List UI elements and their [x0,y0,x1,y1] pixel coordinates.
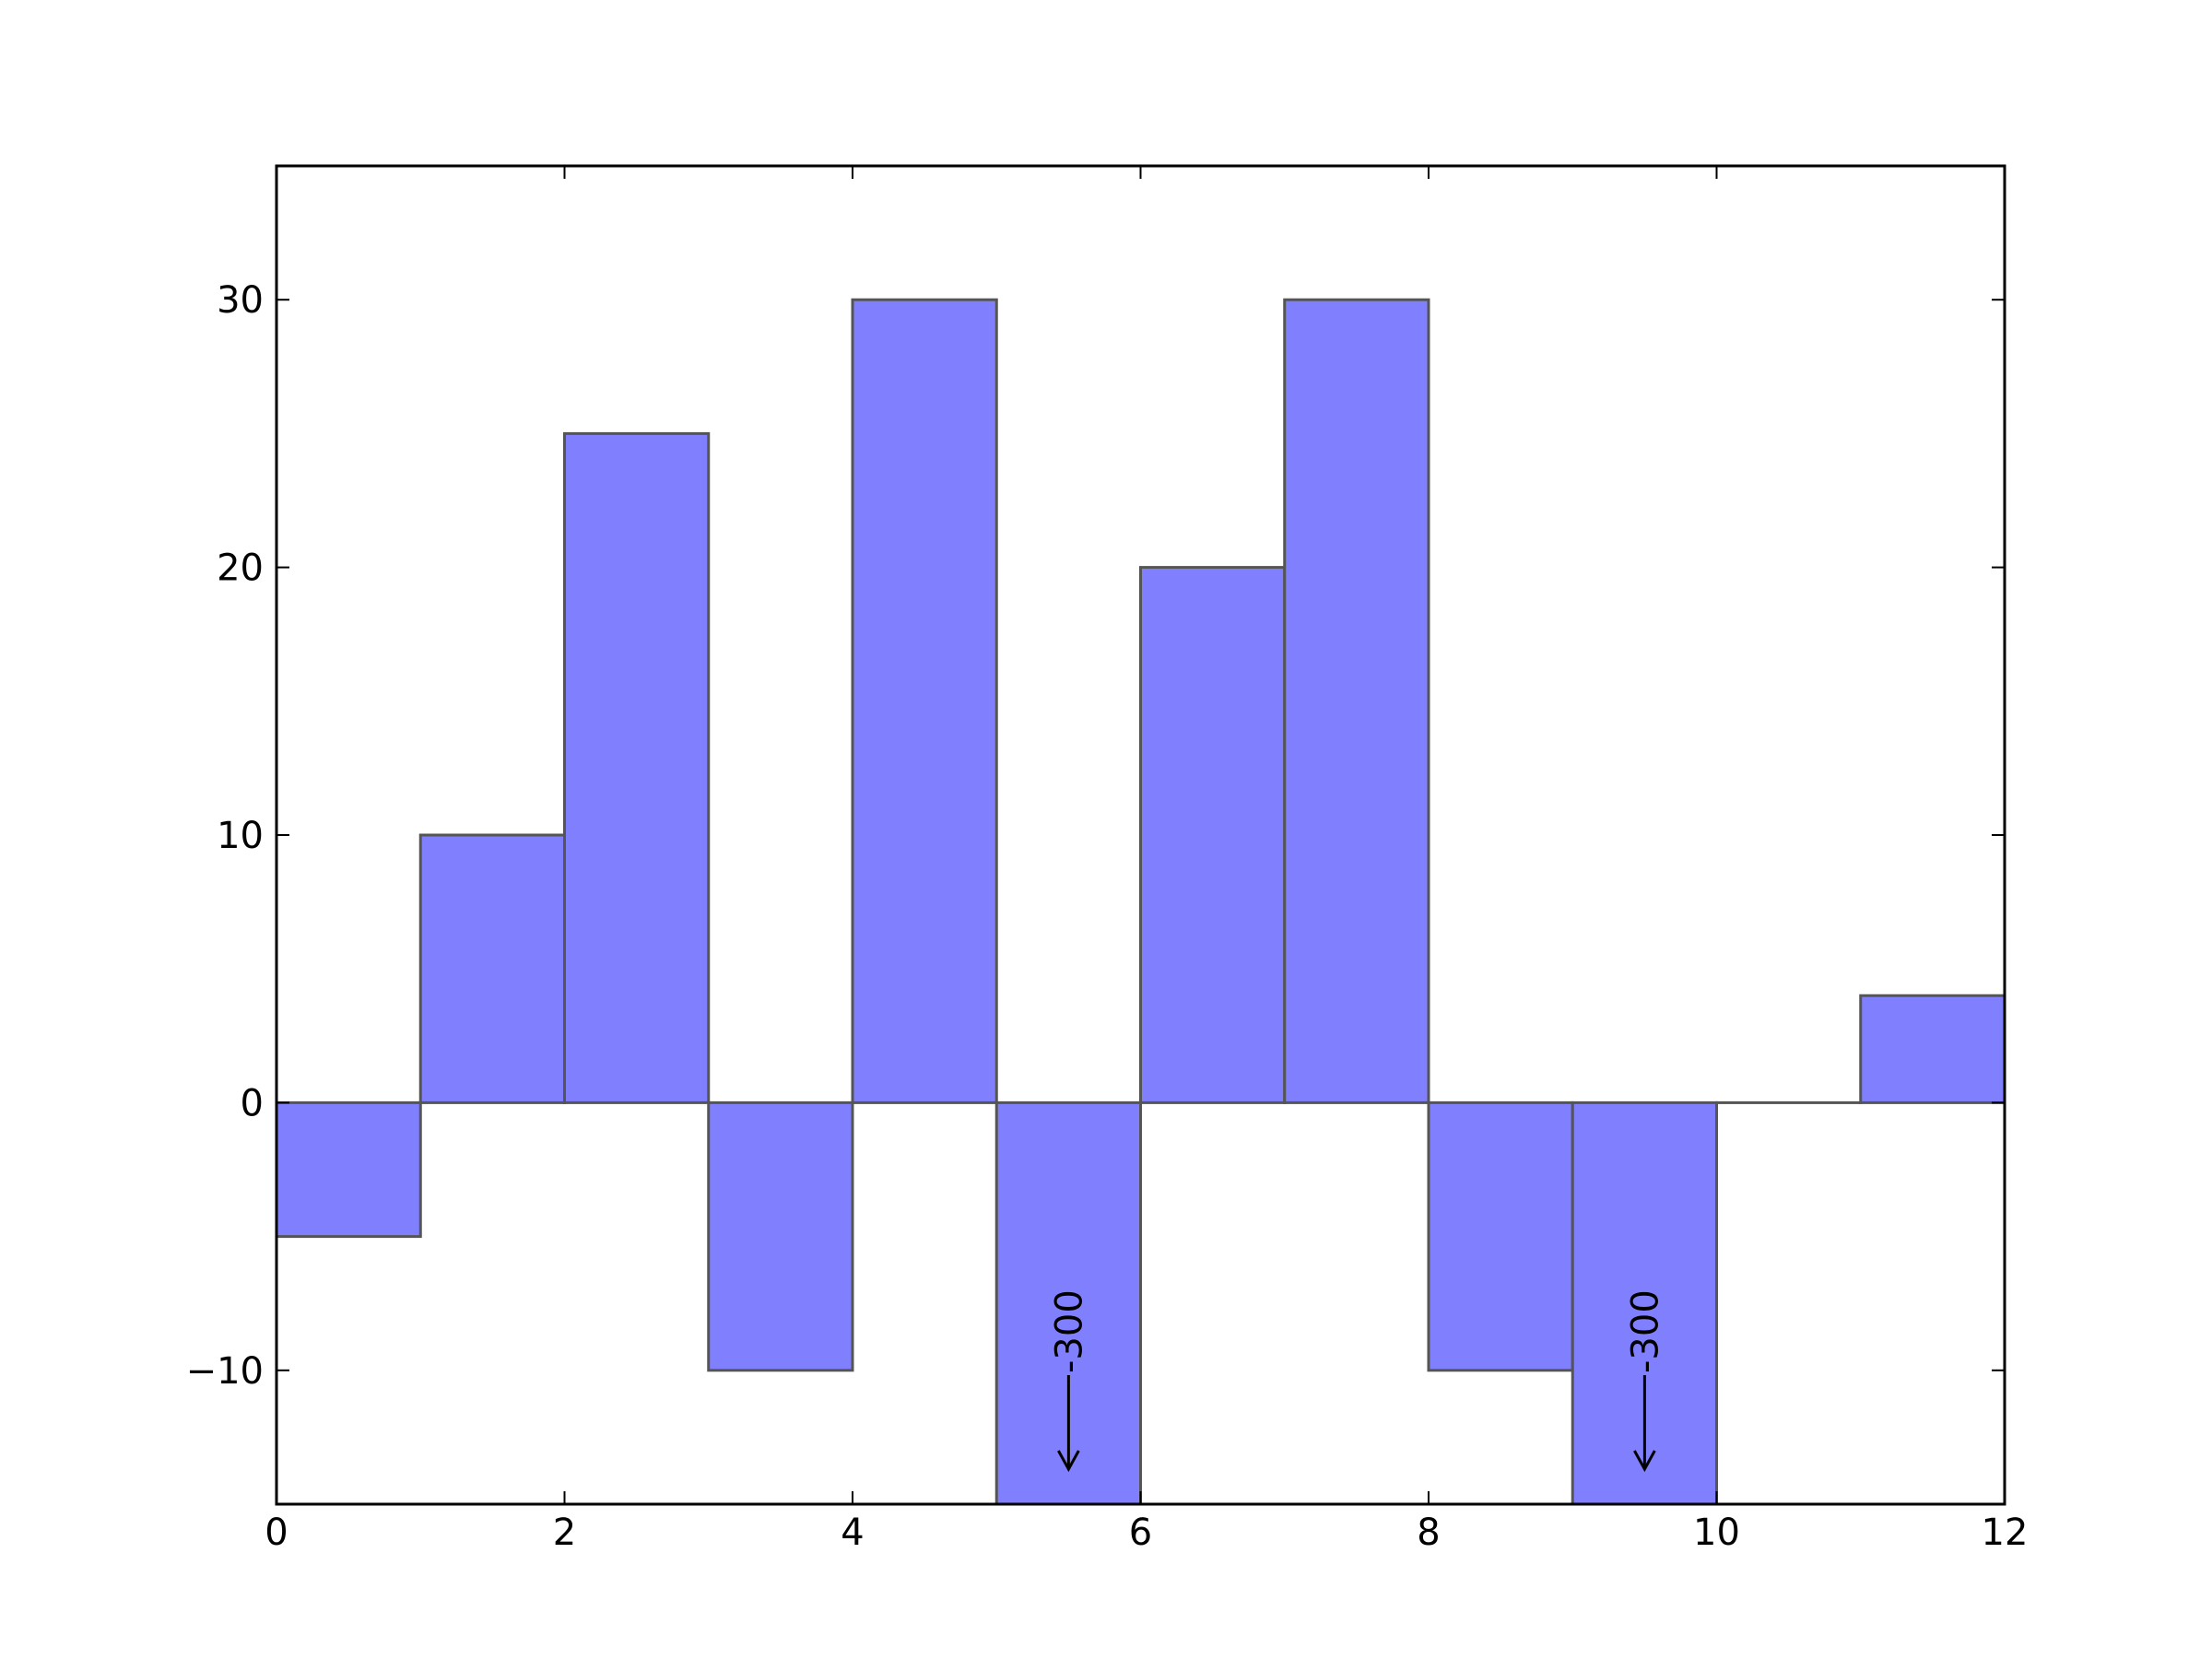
bar [276,1100,422,1239]
x-tick-label: 8 [1417,1512,1440,1554]
y-tick-label: 30 [217,279,264,322]
x-tick-label: 0 [265,1512,288,1554]
x-tick-label: 10 [1693,1512,1740,1554]
y-tick-label: 0 [241,1082,264,1124]
bar [707,1100,854,1372]
x-tick-label: 6 [1129,1512,1152,1554]
tick-labels-layer: 0 2 4 6 8 10 12 −10 0 10 20 30 [186,279,2029,1554]
bar [1859,994,2005,1104]
annotations-layer: -300 -300 [1048,1289,1666,1473]
y-tick-label: 10 [217,815,264,857]
annotation-arrow-head [1633,1450,1656,1473]
offscale-annotation: -300 [1624,1289,1666,1473]
x-tick-label: 4 [841,1512,864,1554]
x-tick-label: 2 [553,1512,576,1554]
plot-frame [275,164,2006,1506]
bars-layer [276,298,2005,1504]
bar [1139,566,1287,1104]
x-tick-label: 12 [1982,1512,2029,1554]
bar [1427,1100,1574,1372]
annotation-label: -300 [1048,1289,1090,1373]
offscale-annotation: -300 [1048,1289,1090,1473]
bar [563,431,711,1104]
y-tick-label: 20 [217,547,264,590]
y-tick-label: −10 [186,1350,264,1393]
bar [1283,298,1430,1104]
bar [418,833,566,1104]
bar [851,298,998,1104]
annotation-label: -300 [1624,1289,1666,1373]
annotation-arrow-head [1057,1450,1080,1473]
